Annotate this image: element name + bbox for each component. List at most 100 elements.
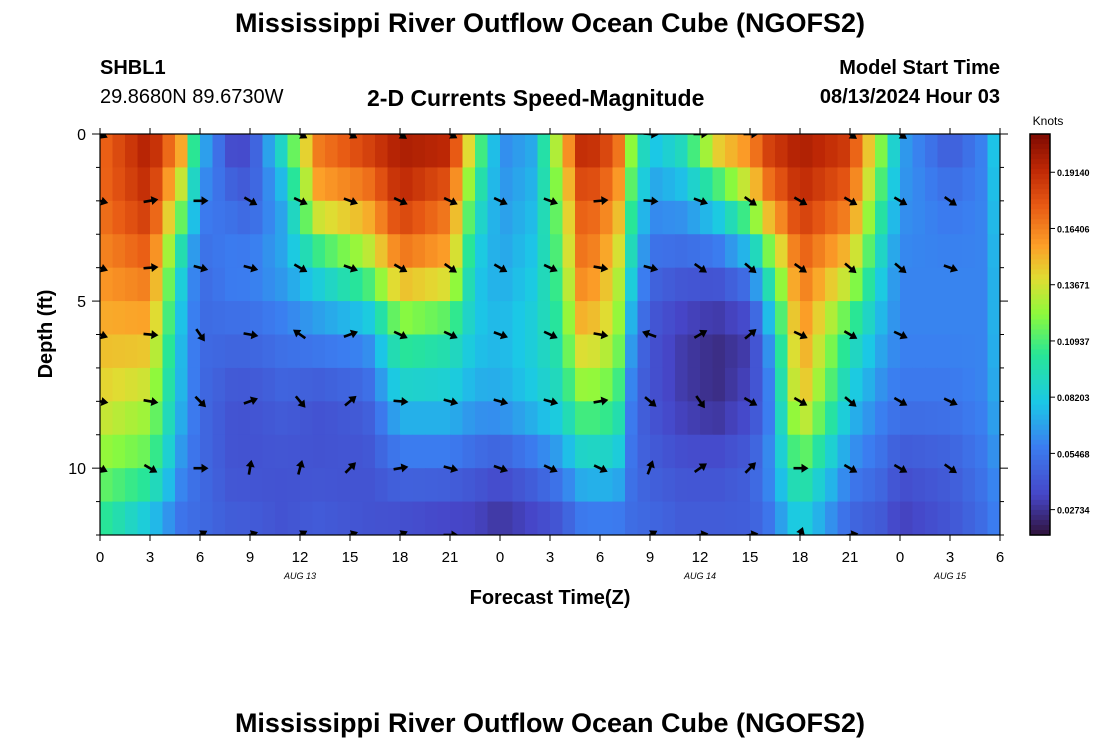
heatmap-cell	[300, 334, 314, 369]
heatmap-cell	[775, 200, 789, 235]
heatmap-cell	[875, 301, 889, 336]
colorbar-segment	[1030, 369, 1050, 376]
current-direction-arrow	[293, 134, 308, 139]
heatmap-cell	[237, 334, 251, 369]
heatmap-cell	[600, 301, 614, 336]
heatmap-cell	[100, 468, 114, 503]
y-tick-label: 0	[77, 127, 86, 144]
heatmap-cell	[287, 501, 301, 535]
heatmap-cell	[550, 200, 564, 235]
heatmap-cell	[362, 401, 376, 436]
heatmap-cell	[125, 434, 139, 469]
heatmap-cell	[800, 200, 814, 235]
colorbar-segment	[1030, 334, 1050, 341]
heatmap-cell	[700, 334, 714, 369]
heatmap-cell	[537, 334, 551, 369]
heatmap-cell	[187, 301, 201, 336]
heatmap-cell	[625, 468, 639, 503]
current-direction-arrow	[643, 530, 658, 535]
heatmap-cell	[887, 301, 901, 336]
heatmap-cell	[850, 234, 864, 269]
heatmap-cell	[337, 401, 351, 436]
heatmap-cell	[137, 434, 151, 469]
heatmap-cell	[687, 501, 701, 535]
current-direction-arrow	[344, 395, 357, 407]
heatmap-cell	[525, 301, 539, 336]
heatmap-cell	[250, 401, 264, 436]
current-direction-arrow	[744, 462, 757, 474]
heatmap-cell	[162, 200, 176, 235]
heatmap-cell	[550, 234, 564, 269]
heatmap-cell	[537, 434, 551, 469]
heatmap-cell	[162, 267, 176, 302]
heatmap-cell	[812, 301, 826, 336]
heatmap-cell	[962, 334, 976, 369]
heatmap-cell	[150, 334, 164, 369]
heatmap-cell	[800, 234, 814, 269]
heatmap-cell	[200, 234, 214, 269]
heatmap-cell	[650, 167, 664, 202]
heatmap-cell	[912, 501, 926, 535]
heatmap-cell	[200, 267, 214, 302]
heatmap-cell	[500, 401, 514, 436]
heatmap-cell	[850, 334, 864, 369]
heatmap-cell	[600, 367, 614, 402]
heatmap-cell	[612, 401, 626, 436]
heatmap-cell	[187, 134, 201, 169]
heatmap-cell	[100, 267, 114, 302]
heatmap-cell	[850, 434, 864, 469]
heatmap-cell	[137, 301, 151, 336]
current-direction-arrow	[493, 263, 508, 273]
heatmap-cell	[125, 134, 139, 169]
heatmap-cell	[900, 167, 914, 202]
heatmap-cell	[212, 234, 226, 269]
heatmap-cell	[187, 367, 201, 402]
heatmap-cell	[937, 301, 951, 336]
current-direction-arrow	[393, 196, 408, 206]
heatmap-cell	[637, 468, 651, 503]
heatmap-cell	[487, 301, 501, 336]
heatmap-cell	[562, 367, 576, 402]
heatmap-cell	[350, 167, 364, 202]
current-direction-arrow	[543, 397, 559, 407]
heatmap-cell	[225, 434, 239, 469]
colorbar-segment	[1030, 394, 1050, 401]
heatmap-cell	[150, 167, 164, 202]
heatmap-cell	[412, 334, 426, 369]
heatmap-cell	[725, 301, 739, 336]
heatmap-cell	[825, 234, 839, 269]
heatmap-cell	[987, 301, 1000, 336]
heatmap-cell	[537, 167, 551, 202]
heatmap-cell	[400, 401, 414, 436]
current-direction-arrow	[593, 263, 609, 273]
colorbar-segment	[1030, 384, 1050, 391]
heatmap-cell	[787, 267, 801, 302]
heatmap-cell	[350, 468, 364, 503]
colorbar-segment	[1030, 439, 1050, 446]
heatmap-cell	[950, 267, 964, 302]
heatmap-cell	[550, 501, 564, 535]
heatmap-cell	[100, 434, 114, 469]
heatmap-cell	[137, 267, 151, 302]
current-direction-arrow	[343, 134, 358, 139]
heatmap-cell	[100, 134, 114, 169]
heatmap-cell	[712, 434, 726, 469]
heatmap-cell	[700, 200, 714, 235]
heatmap-cell	[312, 334, 326, 369]
heatmap-cell	[800, 167, 814, 202]
heatmap-cell	[725, 234, 739, 269]
current-direction-arrow	[593, 464, 608, 473]
heatmap-cell	[750, 234, 764, 269]
colorbar-segment	[1030, 529, 1050, 536]
current-direction-arrow	[893, 134, 907, 139]
current-direction-arrow	[194, 395, 207, 408]
current-direction-arrow	[443, 464, 459, 473]
heatmap-cell	[175, 434, 189, 469]
heatmap-cell	[787, 367, 801, 402]
heatmap-cell	[587, 401, 601, 436]
heatmap-cell	[887, 334, 901, 369]
colorbar-segment	[1030, 404, 1050, 411]
heatmap-cell	[562, 134, 576, 169]
heatmap-cell	[975, 367, 989, 402]
heatmap-cell	[425, 434, 439, 469]
